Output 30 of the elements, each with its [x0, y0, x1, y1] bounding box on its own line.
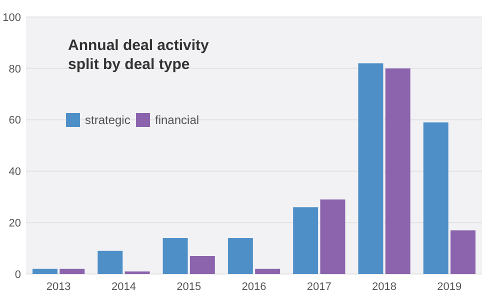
bar	[98, 250, 123, 274]
legend-label: strategic	[85, 113, 130, 128]
legend-label: financial	[155, 113, 200, 128]
bar	[450, 230, 476, 274]
x-tick-label: 2016	[242, 281, 266, 293]
y-tick-label: 80	[8, 63, 21, 76]
x-tick-label: 2017	[306, 281, 332, 293]
bar	[385, 68, 410, 274]
bar	[358, 63, 384, 274]
x-tick-label: 2014	[111, 281, 136, 293]
bar	[162, 238, 188, 274]
x-tick-label: 2013	[46, 281, 71, 293]
bar	[423, 122, 448, 274]
y-tick-label: 100	[2, 12, 21, 24]
bar	[228, 238, 253, 274]
bar	[293, 207, 318, 274]
bar	[190, 256, 215, 274]
text: Annual deal activity split by deal type	[68, 37, 210, 73]
bar	[32, 268, 58, 274]
x-tick-label: 2019	[437, 281, 462, 293]
bar	[320, 199, 346, 274]
y-tick-label: 60	[8, 114, 21, 127]
x-tick-label: 2015	[176, 281, 202, 293]
bar	[124, 271, 150, 274]
y-tick-label: 0	[14, 268, 21, 281]
y-tick-label: 20	[8, 217, 21, 230]
x-tick-label: 2018	[372, 281, 397, 293]
bar	[60, 268, 85, 274]
bar	[255, 268, 280, 274]
y-tick-label: 40	[8, 166, 21, 178]
